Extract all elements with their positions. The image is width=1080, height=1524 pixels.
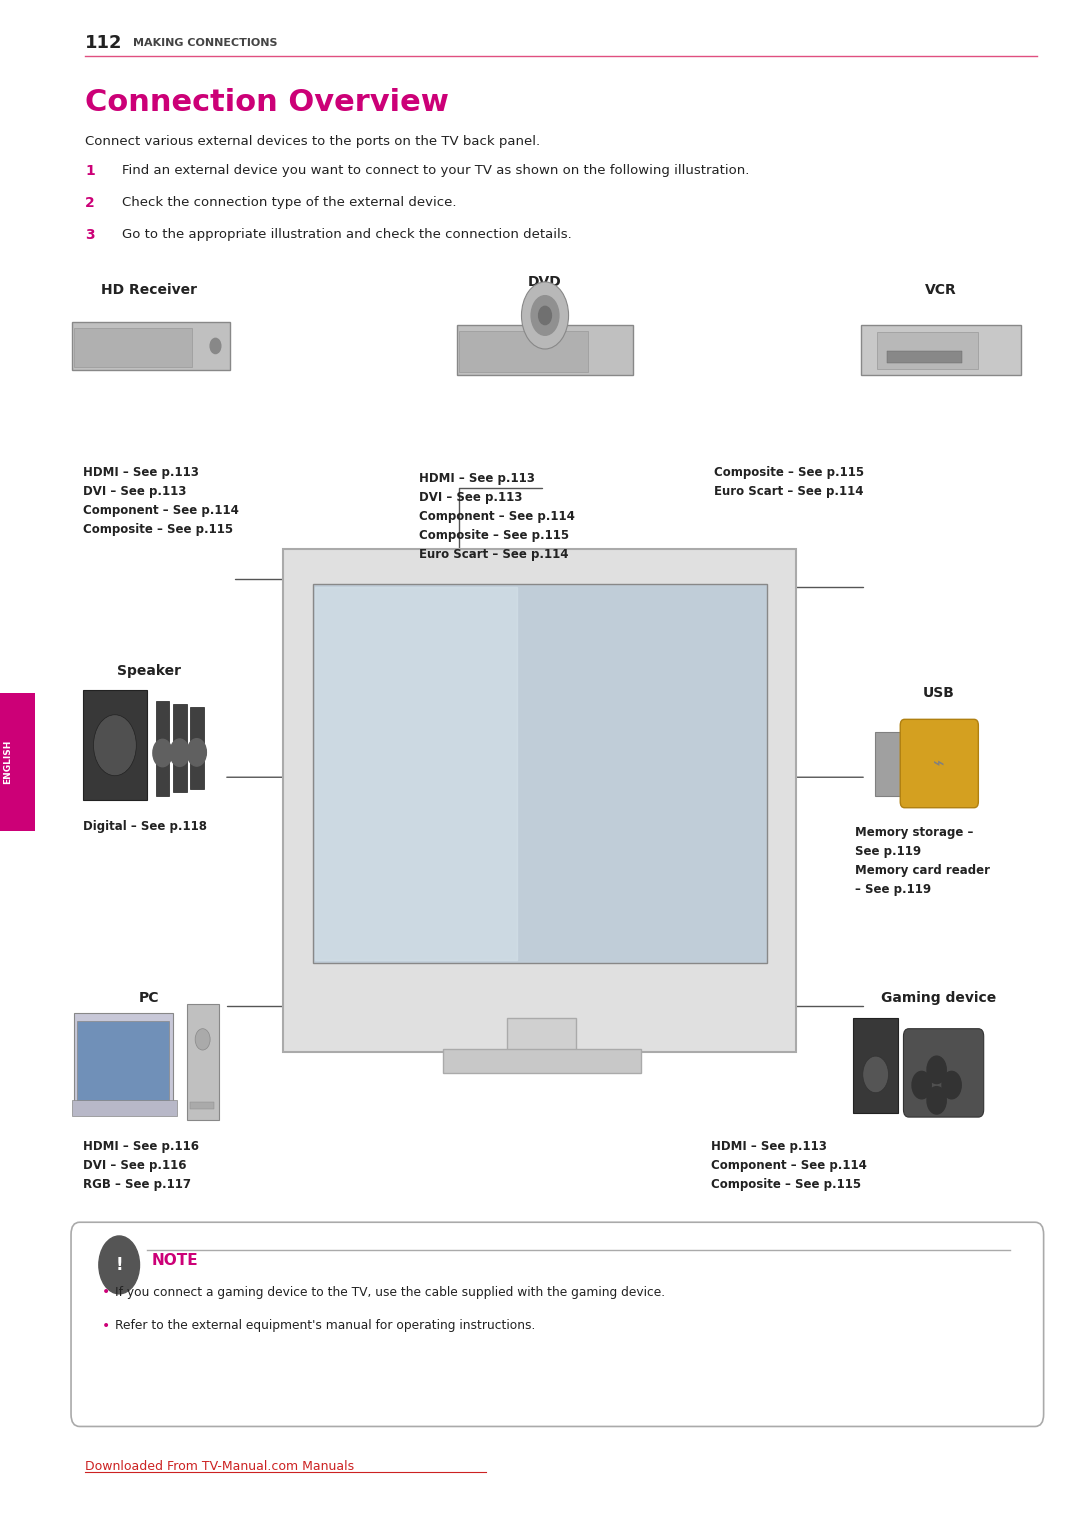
Circle shape xyxy=(863,1056,889,1093)
Text: USB: USB xyxy=(922,686,955,701)
FancyBboxPatch shape xyxy=(71,1222,1043,1426)
Circle shape xyxy=(211,338,220,354)
Circle shape xyxy=(195,1029,211,1050)
FancyBboxPatch shape xyxy=(875,732,907,796)
FancyBboxPatch shape xyxy=(507,1018,576,1052)
Circle shape xyxy=(927,1056,946,1084)
FancyBboxPatch shape xyxy=(75,328,192,367)
Text: Go to the appropriate illustration and check the connection details.: Go to the appropriate illustration and c… xyxy=(122,229,572,241)
FancyBboxPatch shape xyxy=(75,1013,173,1105)
Text: Check the connection type of the external device.: Check the connection type of the externa… xyxy=(122,197,457,209)
Circle shape xyxy=(99,1236,139,1294)
Text: If you connect a gaming device to the TV, use the cable supplied with the gaming: If you connect a gaming device to the TV… xyxy=(114,1286,665,1298)
Text: Downloaded From TV-Manual.com Manuals: Downloaded From TV-Manual.com Manuals xyxy=(85,1460,354,1472)
Text: PC: PC xyxy=(139,991,160,1006)
FancyBboxPatch shape xyxy=(888,351,962,363)
Text: 3: 3 xyxy=(85,227,95,242)
FancyBboxPatch shape xyxy=(190,1102,215,1109)
Circle shape xyxy=(170,739,189,767)
FancyBboxPatch shape xyxy=(72,1100,177,1116)
Circle shape xyxy=(522,282,568,349)
Text: ENGLISH: ENGLISH xyxy=(3,739,12,785)
FancyBboxPatch shape xyxy=(853,1018,899,1113)
Text: NOTE: NOTE xyxy=(151,1253,198,1268)
Text: VCR: VCR xyxy=(926,282,957,297)
Text: ⌁: ⌁ xyxy=(933,754,945,773)
FancyBboxPatch shape xyxy=(901,719,978,808)
Text: Refer to the external equipment's manual for operating instructions.: Refer to the external equipment's manual… xyxy=(114,1320,536,1332)
FancyBboxPatch shape xyxy=(904,1029,984,1117)
FancyBboxPatch shape xyxy=(283,549,796,1052)
Circle shape xyxy=(539,306,552,325)
Text: 2: 2 xyxy=(85,195,95,210)
Circle shape xyxy=(153,739,172,767)
FancyBboxPatch shape xyxy=(156,701,170,796)
Text: HD Receiver: HD Receiver xyxy=(102,282,198,297)
FancyBboxPatch shape xyxy=(877,332,978,369)
Text: DVD: DVD xyxy=(528,274,562,290)
Text: HDMI – See p.113
Component – See p.114
Composite – See p.115: HDMI – See p.113 Component – See p.114 C… xyxy=(711,1140,867,1190)
Circle shape xyxy=(531,296,559,335)
FancyBboxPatch shape xyxy=(72,322,230,370)
Text: •: • xyxy=(103,1285,110,1300)
Text: Connect various external devices to the ports on the TV back panel.: Connect various external devices to the … xyxy=(85,136,540,148)
Text: Memory storage –
See p.119
Memory card reader
– See p.119: Memory storage – See p.119 Memory card r… xyxy=(855,826,990,896)
Text: •: • xyxy=(103,1318,110,1334)
FancyBboxPatch shape xyxy=(0,693,35,831)
FancyBboxPatch shape xyxy=(861,325,1022,375)
Text: HDMI – See p.116
DVI – See p.116
RGB – See p.117: HDMI – See p.116 DVI – See p.116 RGB – S… xyxy=(83,1140,199,1190)
FancyBboxPatch shape xyxy=(444,1049,642,1073)
Text: HDMI – See p.113
DVI – See p.113
Component – See p.114
Composite – See p.115
Eur: HDMI – See p.113 DVI – See p.113 Compone… xyxy=(419,472,575,561)
Circle shape xyxy=(94,715,136,776)
Text: 1: 1 xyxy=(85,163,95,178)
Text: Speaker: Speaker xyxy=(117,663,181,678)
FancyBboxPatch shape xyxy=(78,1021,170,1100)
Text: Find an external device you want to connect to your TV as shown on the following: Find an external device you want to conn… xyxy=(122,165,750,177)
Text: Digital – See p.118: Digital – See p.118 xyxy=(83,820,206,834)
Circle shape xyxy=(912,1071,931,1099)
Circle shape xyxy=(942,1071,961,1099)
FancyBboxPatch shape xyxy=(83,690,147,800)
FancyBboxPatch shape xyxy=(457,325,633,375)
Text: Connection Overview: Connection Overview xyxy=(85,87,449,117)
FancyBboxPatch shape xyxy=(173,704,187,792)
FancyBboxPatch shape xyxy=(187,1004,218,1120)
Text: Composite – See p.115
Euro Scart – See p.114: Composite – See p.115 Euro Scart – See p… xyxy=(714,466,864,498)
FancyBboxPatch shape xyxy=(313,584,767,963)
Text: !: ! xyxy=(116,1256,123,1274)
Text: MAKING CONNECTIONS: MAKING CONNECTIONS xyxy=(133,38,278,47)
Text: Gaming device: Gaming device xyxy=(881,991,997,1006)
Circle shape xyxy=(927,1087,946,1114)
Text: HDMI – See p.113
DVI – See p.113
Component – See p.114
Composite – See p.115: HDMI – See p.113 DVI – See p.113 Compone… xyxy=(83,466,239,536)
FancyBboxPatch shape xyxy=(190,707,204,789)
Text: 112: 112 xyxy=(85,34,122,52)
FancyBboxPatch shape xyxy=(459,331,588,372)
Circle shape xyxy=(187,739,206,767)
